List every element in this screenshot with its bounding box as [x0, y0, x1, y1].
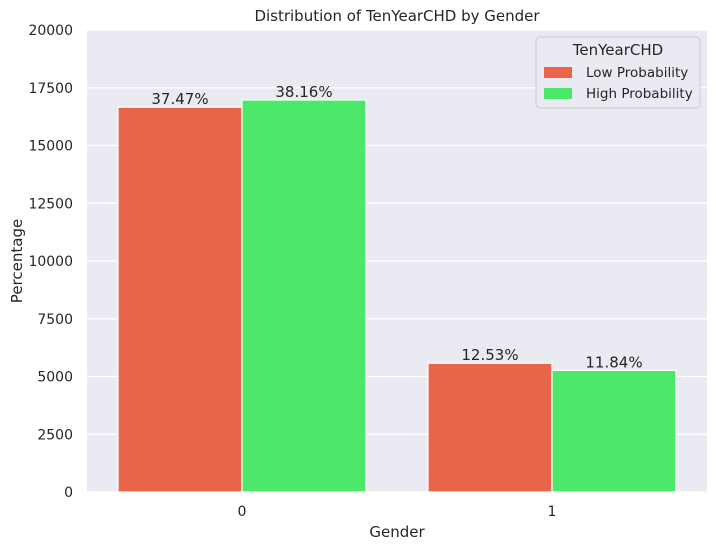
y-tick-label: 20000 — [28, 23, 73, 39]
x-tick-label: 1 — [548, 504, 557, 520]
bar-data-label: 12.53% — [461, 346, 518, 364]
y-tick-label: 10000 — [28, 254, 73, 270]
bar-high-probability-0 — [241, 99, 367, 493]
legend-title: TenYearCHD — [572, 41, 663, 59]
y-tick-label: 17500 — [28, 81, 73, 97]
data-labels: 37.47% 38.16% 12.53% 11.84% — [151, 83, 642, 371]
bar-low-probability-1 — [427, 362, 553, 493]
y-axis-ticks: 0 2500 5000 7500 10000 12500 15000 17500 20000 — [28, 23, 73, 501]
y-tick-label: 2500 — [37, 427, 73, 443]
bar-data-label: 37.47% — [151, 90, 208, 108]
y-tick-label: 7500 — [37, 312, 73, 328]
legend-label-low-probability: Low Probability — [586, 65, 688, 81]
bars — [117, 99, 677, 493]
legend-label-high-probability: High Probability — [586, 86, 693, 102]
legend-swatch-high-probability — [544, 88, 572, 99]
y-tick-label: 12500 — [28, 196, 73, 212]
bar-data-label: 38.16% — [275, 83, 332, 101]
bar-data-label: 11.84% — [585, 353, 642, 371]
x-axis-label: Gender — [369, 523, 425, 541]
legend-swatch-low-probability — [544, 67, 572, 78]
y-tick-label: 15000 — [28, 139, 73, 155]
legend: TenYearCHD Low Probability High Probabil… — [535, 36, 701, 109]
y-tick-label: 0 — [64, 485, 73, 501]
y-axis-label: Percentage — [8, 219, 26, 303]
bar-high-probability-1 — [551, 369, 677, 493]
y-tick-label: 5000 — [37, 370, 73, 386]
chart-title: Distribution of TenYearCHD by Gender — [254, 7, 540, 25]
bar-low-probability-0 — [117, 106, 243, 493]
legend-box — [535, 36, 701, 109]
x-tick-label: 0 — [238, 504, 247, 520]
